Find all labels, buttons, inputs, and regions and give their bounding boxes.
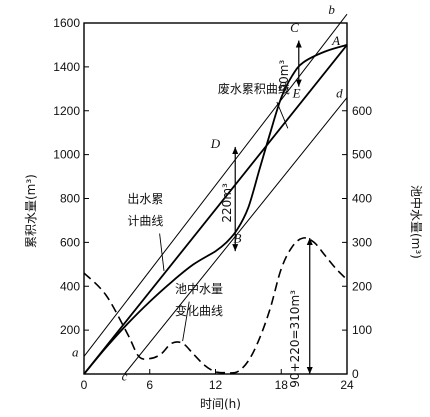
y-left-tick-label: 200 xyxy=(60,323,80,337)
y-right-tick-label: 200 xyxy=(352,279,372,293)
annotation: D xyxy=(210,136,221,151)
annotation: B xyxy=(233,230,241,245)
annotation: 90+220=310m³ xyxy=(288,290,302,388)
y-left-tick-label: 1200 xyxy=(53,104,80,118)
annotation: 废水累积曲线 xyxy=(218,81,290,96)
y-right-tick-label: 0 xyxy=(352,367,359,381)
y-left-tick-label: 1600 xyxy=(53,16,80,30)
x-tick-label: 18 xyxy=(275,378,289,392)
annotation: A xyxy=(331,33,340,48)
annotation: C xyxy=(290,20,299,35)
leader-line xyxy=(276,101,289,129)
plot-frame xyxy=(83,22,348,375)
arrow-90-head-bot xyxy=(295,79,302,87)
annotation: d xyxy=(336,86,343,101)
y-left-tick-label: 400 xyxy=(60,279,80,293)
y-right-tick-label: 400 xyxy=(352,192,372,206)
annotation: a xyxy=(72,344,79,359)
reference-line-a-b xyxy=(83,13,348,357)
x-tick-label: 12 xyxy=(209,378,223,392)
arrow-220-head-top xyxy=(232,146,239,154)
annotation: c xyxy=(122,369,128,384)
arrow-310-head-top xyxy=(306,237,313,245)
annotation: 90m³ xyxy=(277,60,291,92)
y-left-tick-label: 1400 xyxy=(53,60,80,74)
annotation: 220m³ xyxy=(220,183,234,223)
y-left-tick-label: 1000 xyxy=(53,148,80,162)
y-right-tick-label: 300 xyxy=(352,235,372,249)
x-axis-label: 时间(h) xyxy=(200,397,241,411)
annotation: 变化曲线 xyxy=(175,303,223,318)
y-right-tick-label: 100 xyxy=(352,323,372,337)
annotation: 计曲线 xyxy=(127,214,163,228)
y-left-tick-label: 600 xyxy=(60,235,80,249)
arrow-310-head-bot xyxy=(306,367,313,374)
series-line-1 xyxy=(83,44,348,375)
arrow-90-head-top xyxy=(295,40,302,48)
arrow-220-head-bot xyxy=(232,244,239,252)
y-right-tick-label: 500 xyxy=(352,148,372,162)
annotation: E xyxy=(292,86,301,101)
series-line-2 xyxy=(83,44,348,375)
leader-line xyxy=(182,301,190,342)
y-right-axis-label: 池中水量(m³) xyxy=(409,185,424,259)
x-tick-label: 6 xyxy=(146,378,153,392)
annotation: 池中水量 xyxy=(175,281,223,296)
leader-line xyxy=(159,233,165,271)
y-left-axis-label: 累积水量(m³) xyxy=(24,174,38,248)
annotation: b xyxy=(328,2,335,17)
x-tick-label: 24 xyxy=(340,378,354,392)
y-left-tick-label: 800 xyxy=(60,192,80,206)
x-tick-label: 0 xyxy=(81,378,88,392)
annotation: 出水累 xyxy=(127,192,163,206)
y-right-tick-label: 600 xyxy=(352,104,372,118)
